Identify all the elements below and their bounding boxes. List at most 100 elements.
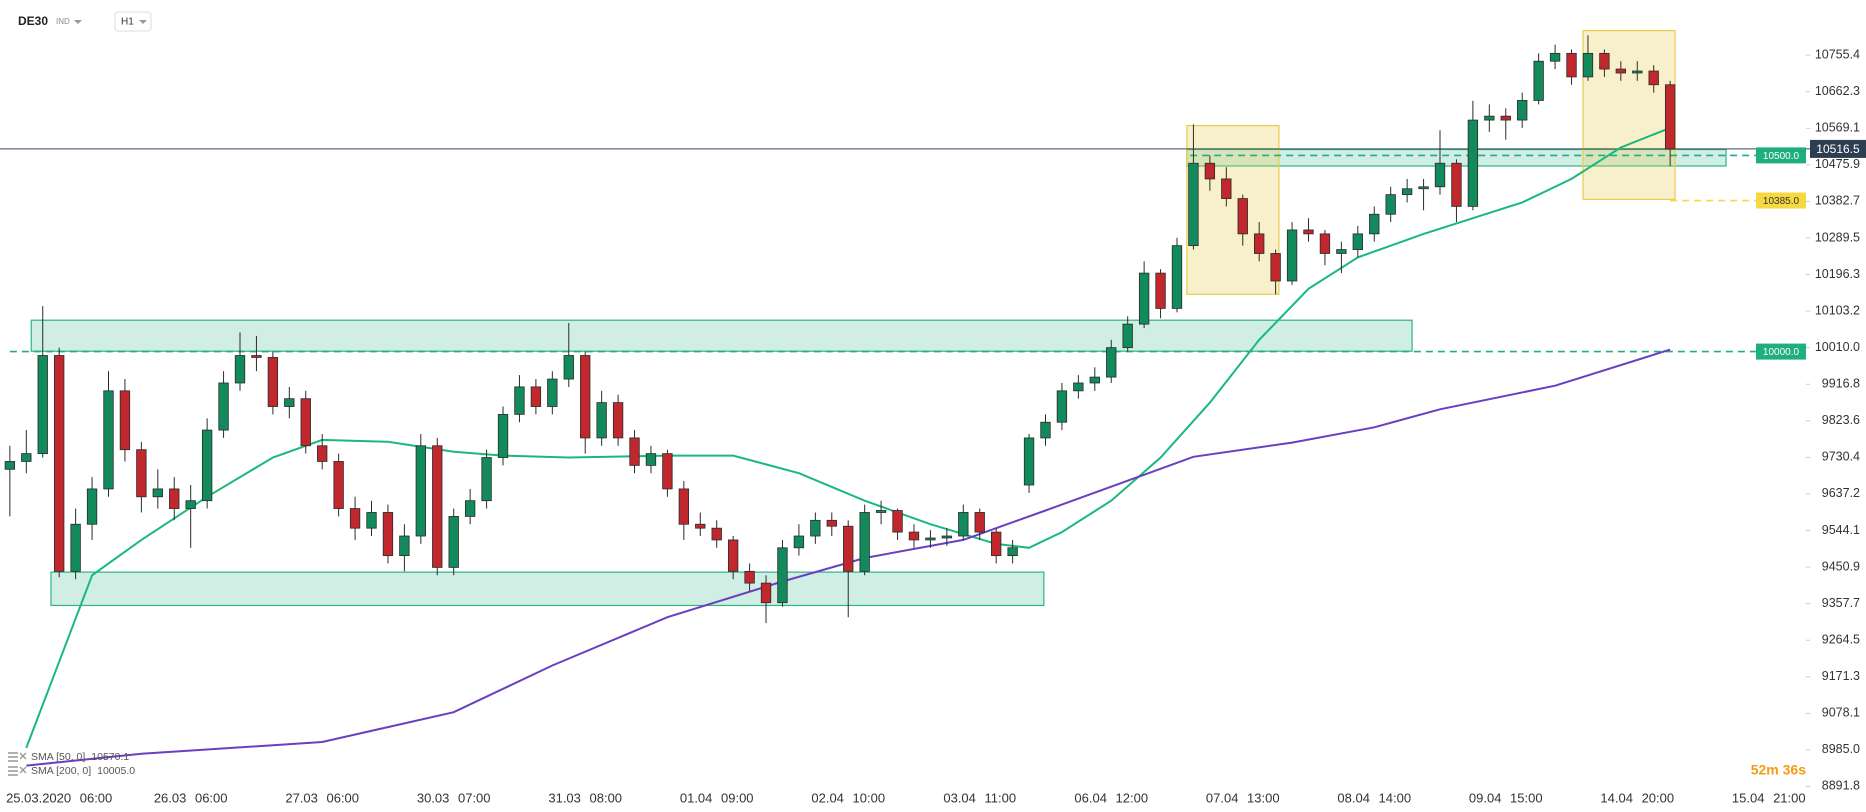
candle-body [1664,84,1676,150]
candle-body [1089,376,1100,384]
candle-body [941,535,953,539]
candle-body [826,519,837,527]
candle-body [727,539,739,572]
candle-body [1566,52,1577,78]
candle-body [925,537,936,541]
candle-body [744,570,755,584]
candle-body [580,355,591,439]
y-tick-label: 10755.4 [1815,47,1860,61]
candle-body [1648,70,1659,86]
candle-body [1451,162,1462,207]
candle-body [1632,70,1643,74]
candle-body [1073,382,1084,392]
candle-body [530,386,542,407]
candle-body [136,449,147,498]
header: DE30 IND H1 [18,11,152,32]
timeframe-box[interactable] [114,11,152,32]
y-tick-label: 10289.5 [1815,230,1860,244]
candle-body [54,355,65,572]
candle-body [1007,547,1018,557]
symbol-type: IND [56,17,70,26]
candle-body [86,488,98,525]
candle-body [1352,233,1363,250]
remove-icon[interactable] [19,752,27,760]
level-label: 10500.0 [1763,151,1800,162]
settings-icon[interactable] [8,766,18,776]
x-tick-label: 07.04 13:00 [1206,790,1280,805]
candle-body [711,527,722,541]
legend-label: SMA [50, 0] [31,751,85,763]
candle-body [1599,52,1610,70]
candle-body [1467,119,1479,207]
candle-body [234,355,246,384]
candle-body [1106,347,1117,378]
candle-body [1418,186,1429,190]
candle-body [892,510,903,533]
x-tick-label: 27.03 06:00 [285,790,359,805]
candle-body [1254,233,1265,254]
zone [1582,30,1676,200]
remove-icon[interactable] [19,766,27,774]
x-tick-label: 01.04 09:00 [680,790,754,805]
y-tick-label: 10103.2 [1815,303,1860,317]
zone [30,319,1413,352]
y-tick-label: 9357.7 [1822,596,1860,610]
level-label: 10000.0 [1763,347,1800,358]
candle-body [859,512,870,572]
candle-body [317,445,328,462]
y-tick-label: 10569.1 [1815,121,1860,135]
candle-body [1023,437,1035,486]
candle-body [1582,52,1594,78]
settings-icon[interactable] [8,752,18,762]
level-label-box [1756,343,1806,360]
x-tick-label: 09.04 15:00 [1469,790,1543,805]
candle-body [1500,115,1511,121]
candle-body [1549,52,1561,62]
y-tick-label: 10010.0 [1815,340,1860,354]
candle-body [70,523,81,572]
legend-label: SMA [200, 0] [31,765,91,777]
candle-body [612,402,624,439]
candle-body [1336,249,1347,254]
zone [50,571,1045,607]
level-label: 10385.0 [1763,196,1800,207]
timeframe-dropdown[interactable] [139,20,147,24]
symbol: DE30 [18,14,48,28]
candle-body [547,378,558,407]
y-tick-label: 9264.5 [1822,632,1860,646]
candle-body [645,453,657,466]
candle-body [201,429,213,502]
candle-body [1401,188,1413,196]
candle-body [119,390,131,451]
candle-body [432,445,443,568]
current-price-label: 10516.5 [1816,142,1860,156]
legend-icons [8,752,27,776]
candle-body [1270,253,1281,282]
plot-area [0,30,1810,767]
candle-body [267,357,279,407]
candle-body [1188,162,1199,247]
candle-body [629,437,640,466]
level-label-box [1756,147,1806,164]
candle-body [399,535,410,557]
candle-body [1434,162,1446,188]
sma-line [25,126,1671,749]
x-tick-label: 25.03.2020 06:00 [6,790,112,805]
candle-body [37,355,48,455]
x-tick-label: 31.03 08:00 [548,790,622,805]
candle-body [21,453,32,462]
candle-body [1138,272,1150,325]
candle-body [366,512,377,529]
candle-body [497,413,509,458]
candle-body [300,398,311,447]
y-tick-label: 8985.0 [1822,742,1860,756]
symbol-dropdown[interactable] [74,20,82,24]
candle-body [1517,100,1528,121]
x-tick-label: 15.04 21:00 [1732,790,1806,805]
candle-body [349,508,361,529]
x-tick-label: 02.04 10:00 [811,790,885,805]
legend: SMA [50, 0] 10570.1 SMA [200, 0] 10005.0 [8,751,135,777]
y-tick-label: 9916.8 [1822,377,1860,391]
candle-body [448,515,459,568]
